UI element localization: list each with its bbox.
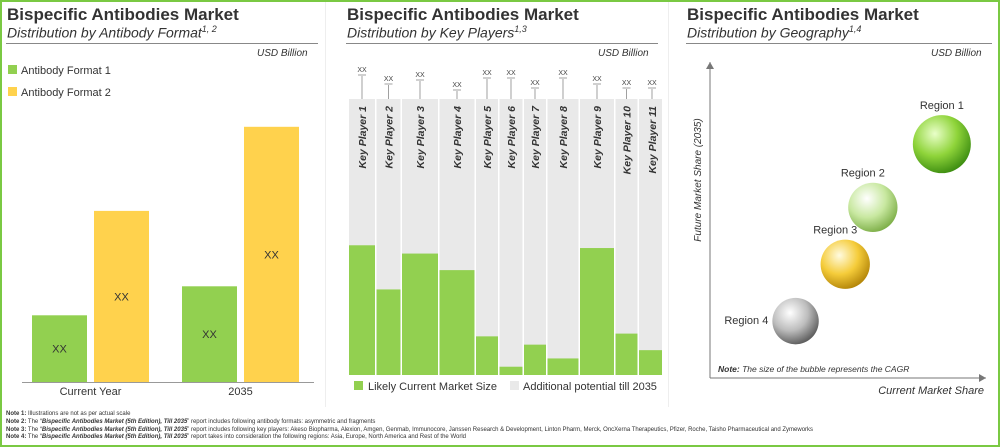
value-label: XX — [647, 80, 657, 87]
category-label: 2035 — [228, 386, 252, 398]
legend-label: Likely Current Market Size — [368, 381, 497, 393]
bubble-label: Region 1 — [920, 100, 964, 112]
legend-label: Antibody Format 1 — [21, 65, 111, 77]
format-chart: Antibody Format 1 Antibody Format 2 XX XX Cu… — [8, 65, 314, 398]
legend-swatch — [8, 65, 17, 74]
footnote: Note 2: The “Bispecific Antibodies Marke… — [6, 418, 376, 425]
format-subtitle: Distribution by Antibody Format1, 2 — [7, 24, 217, 41]
panel-separator — [668, 2, 669, 407]
bar — [349, 245, 375, 375]
x-axis-arrow — [979, 374, 986, 382]
y-axis-label: Future Market Share (2035) — [693, 118, 704, 241]
value-label: XX — [558, 70, 568, 77]
category-label: Key Player 10 — [622, 106, 634, 174]
bar — [376, 289, 401, 375]
value-label: XX — [415, 72, 425, 79]
category-label: Key Player 9 — [592, 106, 604, 169]
category-label: Key Player 1 — [357, 106, 369, 169]
value-label: XX — [452, 82, 462, 89]
geography-subtitle: Distribution by Geography1,4 — [687, 24, 862, 41]
category-label: Key Player 6 — [506, 106, 518, 169]
legend-swatch — [8, 87, 17, 96]
bar — [402, 253, 438, 375]
players-title: Bispecific Antibodies Market — [347, 5, 579, 24]
bubble — [912, 115, 971, 174]
x-axis-label: Current Market Share — [878, 385, 984, 397]
category-label: Key Player 3 — [415, 106, 427, 169]
column-background — [499, 99, 523, 375]
bubble — [848, 182, 898, 233]
bubble-label: Region 4 — [724, 315, 768, 327]
value-label: XX — [530, 80, 540, 87]
bar — [615, 333, 638, 375]
bar — [32, 315, 87, 382]
bar-value-label: XX — [264, 249, 279, 261]
players-panel: Bispecific Antibodies Market Distributio… — [342, 2, 662, 410]
bubble-label: Region 2 — [841, 168, 885, 180]
legend-swatch — [354, 381, 363, 390]
format-panel: Bispecific Antibodies Market Distributio… — [2, 2, 324, 410]
format-unit: USD Billion — [257, 48, 308, 59]
footnote: Note 1: Illustrations are not as per act… — [6, 411, 131, 417]
category-label: Key Player 11 — [647, 106, 659, 174]
bubble-label: Region 3 — [813, 225, 857, 237]
bubble — [772, 297, 819, 345]
format-divider — [6, 43, 318, 44]
bar — [439, 270, 475, 375]
legend-swatch — [510, 381, 519, 390]
value-label: XX — [482, 70, 492, 77]
y-axis-arrow — [706, 62, 714, 69]
bubble — [820, 239, 870, 289]
players-subtitle: Distribution by Key Players1,3 — [347, 24, 527, 41]
bar-value-label: XX — [52, 344, 67, 356]
geography-unit: USD Billion — [931, 48, 982, 59]
geography-title: Bispecific Antibodies Market — [687, 5, 919, 24]
category-label: Key Player 7 — [530, 105, 542, 169]
category-label: Key Player 4 — [452, 106, 464, 169]
bar — [580, 248, 614, 375]
value-label: XX — [384, 76, 394, 83]
bar — [639, 350, 662, 375]
format-title: Bispecific Antibodies Market — [7, 5, 239, 24]
value-label: XX — [506, 70, 516, 77]
column-background — [547, 99, 579, 375]
players-divider — [346, 43, 658, 44]
bar-value-label: XX — [114, 291, 129, 303]
category-label: Current Year — [60, 386, 122, 398]
players-unit: USD Billion — [598, 48, 649, 59]
column-background — [639, 99, 662, 375]
bar — [244, 126, 299, 382]
bubble-note: Note: The size of the bubble represents … — [718, 364, 909, 374]
legend-label: Additional potential till 2035 — [523, 381, 657, 393]
category-label: Key Player 2 — [384, 106, 396, 169]
geography-chart: Future Market Share (2035) Current Market… — [693, 62, 986, 397]
bar — [94, 210, 149, 382]
geography-panel: Bispecific Antibodies Market Distributio… — [682, 2, 996, 410]
value-label: XX — [592, 76, 602, 83]
bar — [499, 366, 523, 375]
footnote: Note 4: The “Bispecific Antibodies Marke… — [6, 434, 466, 441]
bar — [476, 336, 498, 375]
column-background — [524, 99, 546, 375]
bar — [524, 344, 546, 375]
bar — [182, 286, 237, 382]
bar — [547, 358, 579, 375]
legend-label: Antibody Format 2 — [21, 87, 111, 99]
value-label: XX — [357, 67, 367, 74]
players-chart: Key Player 1 XX Key Player 2 XX Key Player 3… — [349, 67, 662, 393]
bar-value-label: XX — [202, 329, 217, 341]
panel-separator — [325, 2, 326, 407]
column-background — [476, 99, 498, 375]
category-label: Key Player 5 — [482, 106, 494, 169]
footnote: Note 3: The “Bispecific Antibodies Marke… — [6, 426, 814, 433]
footnotes: Note 1: Illustrations are not as per act… — [6, 411, 813, 442]
value-label: XX — [622, 80, 632, 87]
geography-divider — [686, 43, 992, 44]
category-label: Key Player 8 — [558, 106, 570, 169]
column-background — [615, 99, 638, 375]
